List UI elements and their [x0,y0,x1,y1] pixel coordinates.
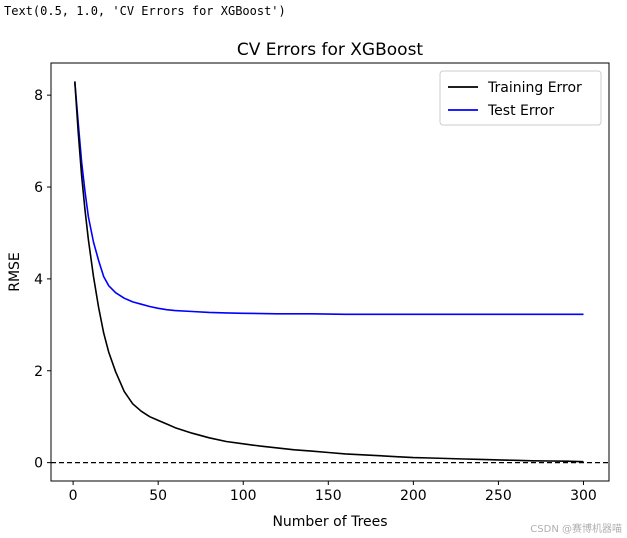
series-line-training-error [74,81,584,463]
x-tick-label: 300 [570,488,597,504]
axes-frame [50,62,610,482]
y-axis-label: RMSE [7,252,23,292]
x-tick-label: 200 [400,488,427,504]
series-layer [74,81,584,463]
y-tick-label: 0 [34,456,43,472]
plot-area: 0 50 100 150 200 250 300 0 2 4 6 8 [34,62,610,504]
watermark: CSDN @赛博机器喵 [530,522,622,535]
legend-box [439,70,602,126]
legend-label: Training Error [487,80,582,96]
y-tick-label: 4 [34,272,43,288]
x-axis-label: Number of Trees [272,514,387,530]
x-tick-label: 250 [485,488,512,504]
x-tick-label: 100 [230,488,257,504]
y-tick-label: 6 [34,180,43,196]
y-axis-ticks: 0 2 4 6 8 [34,88,51,472]
y-tick-label: 2 [34,364,43,380]
x-tick-label: 150 [315,488,342,504]
y-tick-label: 8 [34,88,43,104]
chart-title: CV Errors for XGBoost [237,40,424,60]
x-tick-label: 0 [69,488,78,504]
cell-output-text: Text(0.5, 1.0, 'CV Errors for XGBoost') [4,4,286,18]
series-line-test-error [74,81,584,316]
x-tick-label: 50 [149,488,167,504]
legend-label: Test Error [487,103,554,119]
legend: Training Error Test Error [439,70,602,126]
x-axis-ticks: 0 50 100 150 200 250 300 [69,481,597,504]
